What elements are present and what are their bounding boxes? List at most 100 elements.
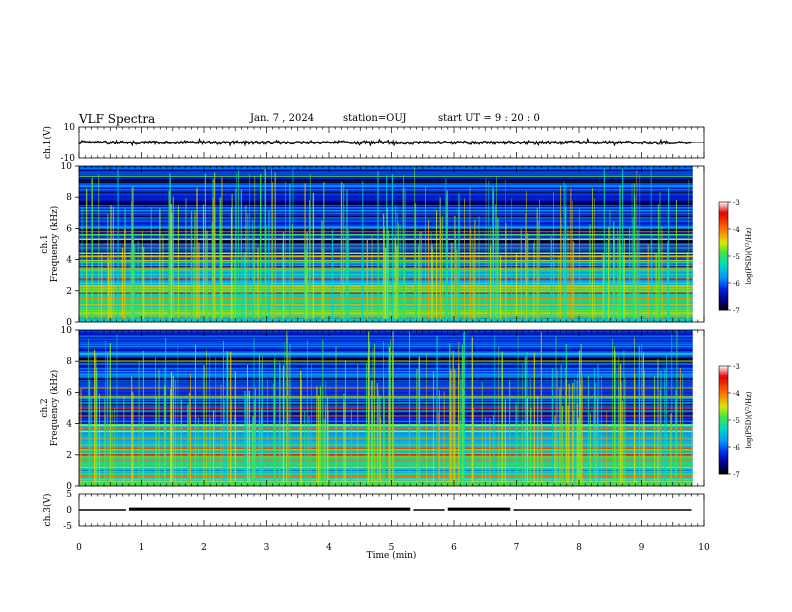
ch1-spectrogram-band bbox=[79, 167, 693, 169]
ch1-ylabel: ch.1(V) bbox=[42, 126, 53, 159]
ch1-spectrogram-band bbox=[79, 193, 693, 195]
ch1-spectrogram-colorbar-cell bbox=[719, 223, 728, 226]
ch2-spectrogram-colorbar-cell bbox=[719, 412, 728, 415]
ch2-spectrogram-band bbox=[79, 418, 693, 420]
ch2-spectrogram-band bbox=[79, 389, 693, 391]
ch2-spectrogram-band bbox=[79, 334, 693, 336]
ch2-spectrogram-band bbox=[79, 483, 693, 486]
ch2-spectrogram-colorbar-cell bbox=[719, 438, 728, 441]
ch2-spectrogram-band bbox=[79, 357, 693, 359]
ch2-spectrogram-band bbox=[79, 375, 693, 378]
ch1-spectrogram-band bbox=[79, 242, 693, 245]
ch2-spectrogram-band bbox=[79, 360, 693, 362]
xtick-label: 7 bbox=[514, 543, 520, 553]
ch1-spectrogram-band bbox=[79, 213, 693, 216]
ch1-spectrogram-colorbar-cell bbox=[719, 263, 728, 266]
ch1-spectrogram-band bbox=[79, 215, 693, 218]
ch2-spectrogram-band bbox=[79, 476, 693, 479]
ch2-spectrogram-band bbox=[79, 474, 693, 476]
ch1-spectrogram-band bbox=[79, 168, 693, 170]
ch2-spectrogram-band bbox=[79, 419, 693, 421]
ch2-spectrogram-colorbar-cell bbox=[719, 461, 728, 464]
ch1-spectrogram-band bbox=[79, 246, 693, 248]
ch1-spectrogram-ytick-label: 2 bbox=[66, 287, 72, 297]
ch2-spectrogram-band bbox=[79, 341, 693, 343]
ch1-spectrogram-colorbar-cell bbox=[719, 306, 728, 309]
ch2-spectrogram-band bbox=[79, 348, 693, 351]
ch1-spectrogram-band bbox=[79, 170, 693, 172]
ch2-spectrogram-band bbox=[79, 392, 693, 394]
ch1-spectrogram-colorbar-cell bbox=[719, 302, 728, 305]
ch2-spectrogram-band bbox=[79, 369, 693, 371]
ch2-spectrogram-colorbar-cell bbox=[719, 385, 728, 388]
ch2-spectrogram-band bbox=[79, 390, 693, 392]
ch1-spectrogram-colorbar-cell bbox=[719, 295, 728, 298]
ch2-spectrogram-colorbar-cell bbox=[719, 418, 728, 421]
ch2-spectrogram-band bbox=[79, 479, 693, 482]
ch1-spectrogram-band bbox=[79, 173, 693, 175]
ch1-spectrogram-colorbar-cell bbox=[719, 236, 728, 239]
ch2-spectrogram-band bbox=[79, 408, 693, 410]
ch2-spectrogram-band bbox=[79, 442, 693, 444]
ch2-spectrogram-band bbox=[79, 374, 693, 377]
ch2-spectrogram-ytick-label: 2 bbox=[66, 451, 72, 461]
ch2-spectrogram-colorbar-cell bbox=[719, 409, 728, 412]
ch1-spectrogram-band bbox=[79, 169, 693, 171]
ch1-spectrogram-colorbar-cell bbox=[719, 234, 728, 237]
panels bbox=[75, 126, 731, 527]
ch1-spectrogram-band bbox=[79, 237, 693, 240]
ch2-spectrogram-band bbox=[79, 465, 693, 467]
ch2-spectrogram-colorbar-cell bbox=[719, 427, 728, 430]
ch1-spectrogram-colorbar-cell bbox=[719, 241, 728, 244]
ch1-spectrogram-band bbox=[79, 199, 693, 201]
ch2-spectrogram-band bbox=[79, 405, 693, 408]
ch2-spectrogram-band bbox=[79, 470, 693, 472]
ch2-spectrogram-band bbox=[79, 452, 693, 455]
ch1-spectrogram-band bbox=[79, 176, 693, 178]
ch2-spectrogram-band bbox=[79, 450, 693, 453]
ch2-spectrogram-band bbox=[79, 478, 693, 481]
ch2-spectrogram-colorbar-cell bbox=[719, 387, 728, 390]
ch2-spectrogram-band bbox=[79, 425, 693, 428]
ch2-spectrogram-band bbox=[79, 370, 693, 372]
ch1-spectrogram-band bbox=[79, 234, 693, 237]
ch2-spectrogram-band bbox=[79, 336, 693, 338]
ch1-spectrogram-band bbox=[79, 225, 693, 227]
ch1-spectrogram-colorbar-cell bbox=[719, 299, 728, 302]
ch1-spectrogram-band bbox=[79, 231, 693, 233]
ch2-spectrogram-band bbox=[79, 428, 693, 431]
ch1-spectrogram-band bbox=[79, 208, 693, 211]
xtick-label: 0 bbox=[76, 543, 82, 553]
ch1-spectrogram-band bbox=[79, 227, 693, 229]
ch2-spectrogram-ytick-label: 10 bbox=[61, 326, 73, 336]
ch2-spectrogram-band bbox=[79, 397, 693, 400]
ch1-spectrogram-band bbox=[79, 171, 693, 173]
ch1-spectrogram-band bbox=[79, 166, 693, 168]
ch1-spectrogram-band bbox=[79, 226, 693, 228]
ch2-spectrogram-colorbar-cell bbox=[719, 447, 728, 450]
ch2-spectrogram-colorbar-cell bbox=[719, 416, 728, 419]
ch1-spectrogram-colorbar-cell bbox=[719, 261, 728, 264]
ch2-spectrogram-band bbox=[79, 393, 693, 395]
ch1-spectrogram-band bbox=[79, 232, 693, 234]
ch2-spectrogram-band bbox=[79, 333, 693, 335]
ch1-spectrogram-colorbar-cell bbox=[719, 254, 728, 257]
ch2-spectrogram-band bbox=[79, 449, 693, 452]
ch1-spectrogram-band bbox=[79, 210, 693, 213]
xtick-label: 8 bbox=[576, 543, 582, 553]
ch2-spectrogram-band bbox=[79, 344, 693, 346]
ch1-spectrogram-colorbar-cell bbox=[719, 216, 728, 219]
ch1-spectrogram-ylabel-frequency: Frequency (kHz) bbox=[49, 206, 60, 283]
ch2-spectrogram-band bbox=[79, 411, 693, 413]
ch1-spectrogram-band bbox=[79, 224, 693, 226]
xtick-label: 10 bbox=[698, 543, 710, 553]
ch2-spectrogram-band bbox=[79, 339, 693, 341]
ch1-spectrogram-colorbar-cell bbox=[719, 297, 728, 300]
ch1-spectrogram-band bbox=[79, 203, 693, 205]
ch2-spectrogram-band bbox=[79, 351, 693, 354]
ch1-spectrogram-colorbar-cell bbox=[719, 218, 728, 221]
ch2-spectrogram-colorbar-cell bbox=[719, 436, 728, 439]
ch1-spectrogram-colorbar-tick-label: -5 bbox=[733, 253, 740, 261]
ch2-spectrogram-colorbar-cell bbox=[719, 367, 728, 370]
ch2-spectrogram-band bbox=[79, 445, 693, 447]
